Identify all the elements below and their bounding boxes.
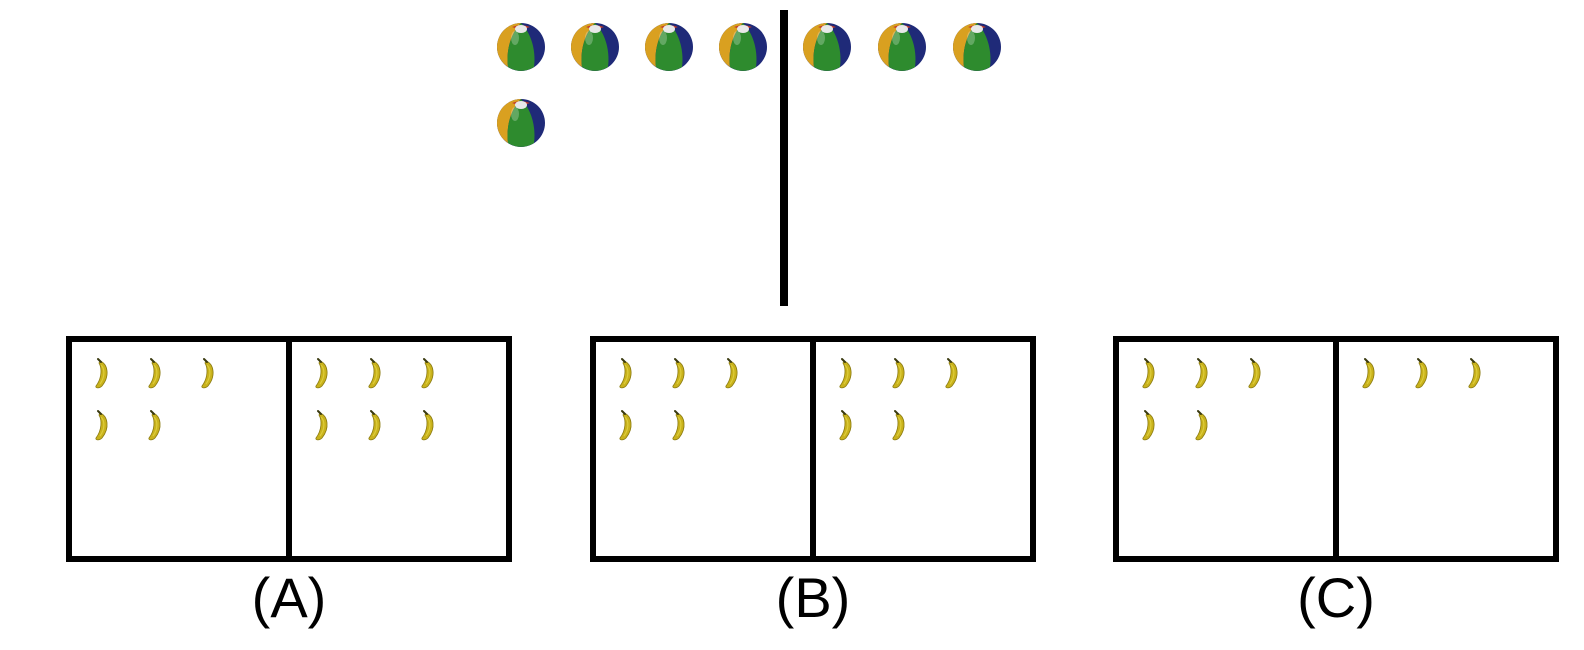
beach-ball-icon [953,23,1001,71]
option-b-label: (B) [775,566,851,629]
beach-ball-icon [645,23,693,71]
banana-icon [148,410,161,441]
banana-icon [1415,358,1428,389]
banana-icon [1142,410,1155,441]
banana-icon [672,410,685,441]
banana-icon [892,358,905,389]
beach-ball-icon [719,23,767,71]
beach-ball-icon [803,23,851,71]
banana-icon [368,358,381,389]
option-a-box [66,336,512,562]
option-b-left-cell [596,342,810,556]
banana-icon [945,358,958,389]
banana-icon [368,410,381,441]
right-ball-group [802,22,1032,72]
option-c[interactable]: (C) [1113,336,1559,628]
option-c-box [1113,336,1559,562]
option-c-right-cell [1333,342,1553,556]
left-ball-group [496,22,792,148]
option-b-box [590,336,1036,562]
beach-ball-icon [497,23,545,71]
banana-icon [725,358,738,389]
divider-line [780,10,788,306]
banana-icon [839,358,852,389]
option-a-right-cell [286,342,506,556]
option-b-right-cell [810,342,1030,556]
banana-icon [315,358,328,389]
banana-icon [1195,358,1208,389]
banana-icon [1248,358,1261,389]
banana-icon [421,410,434,441]
banana-icon [148,358,161,389]
banana-icon [315,410,328,441]
banana-icon [892,410,905,441]
banana-icon [201,358,214,389]
banana-icon [1468,358,1481,389]
banana-icon [1142,358,1155,389]
beach-ball-icon [497,99,545,147]
option-a-left-cell [72,342,286,556]
option-a-label: (A) [251,566,327,629]
banana-icon [672,358,685,389]
banana-icon [1195,410,1208,441]
banana-icon [1362,358,1375,389]
banana-icon [619,358,632,389]
beach-ball-icon [571,23,619,71]
banana-icon [95,410,108,441]
beach-ball-icon [878,23,926,71]
option-c-left-cell [1119,342,1333,556]
option-b[interactable]: (B) [590,336,1036,628]
banana-icon [839,410,852,441]
banana-icon [95,358,108,389]
banana-icon [619,410,632,441]
banana-icon [421,358,434,389]
option-a[interactable]: (A) [66,336,512,628]
option-c-label: (C) [1297,566,1375,629]
